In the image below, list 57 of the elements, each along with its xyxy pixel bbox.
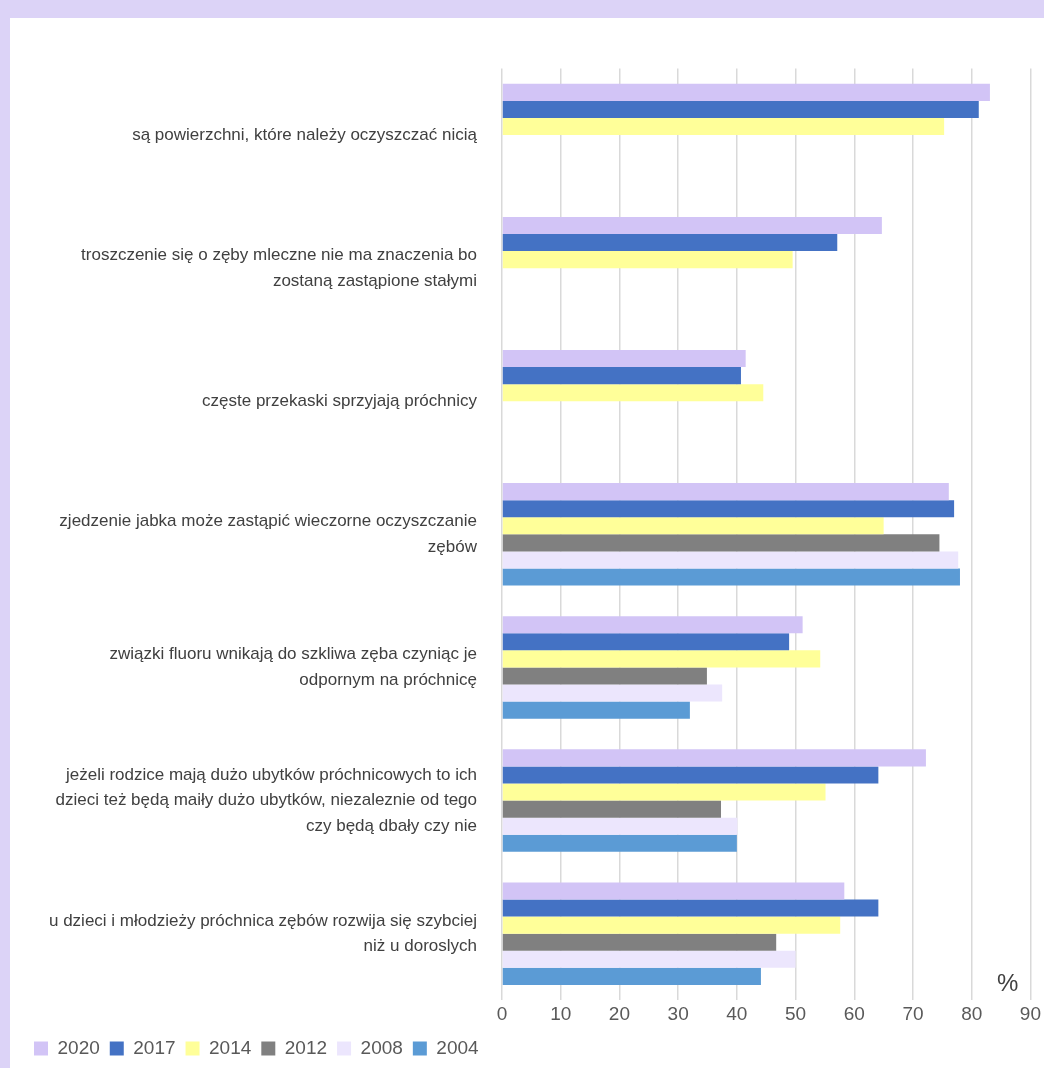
bar <box>502 766 879 784</box>
y-tick-label: częste przekaski sprzyjają próchnicy <box>202 390 478 410</box>
bar <box>502 117 945 136</box>
legend-label: 2014 <box>209 1036 252 1058</box>
x-tick-label: 10 <box>550 1002 572 1024</box>
y-tick-label: jeżeli rodzice mają dużo ubytków próchnicowych to ich dzieci też będą maiły dużo ubytków, niezaleznie od tego czy będą dbały czy nie <box>55 764 477 835</box>
y-tick-label: związki fluoru wnikają do szkliwa zęba czyniąc je odpornym na próchnicę <box>109 644 477 689</box>
bar <box>502 83 990 101</box>
x-tick-label: 20 <box>608 1002 630 1024</box>
legend-label: 2017 <box>133 1036 176 1058</box>
bar <box>502 783 826 801</box>
x-tick-label: 60 <box>843 1002 865 1024</box>
bar <box>502 517 884 535</box>
bar <box>502 882 845 900</box>
y-tick-label: są powierzchni, które należy oczyszczać nicią <box>132 124 478 144</box>
bar <box>502 933 777 951</box>
x-tick-label: 50 <box>785 1002 807 1024</box>
bar <box>502 500 955 518</box>
x-axis-title: % <box>997 968 1019 996</box>
y-tick-label: zjedzenie jabka może zastąpić wieczorne oczyszczanie zębów <box>59 511 478 556</box>
bar <box>502 834 737 852</box>
x-tick-label: 90 <box>1019 1002 1041 1024</box>
x-tick-label: 0 <box>496 1002 508 1024</box>
bar <box>502 967 761 985</box>
legend-label: 2004 <box>436 1036 480 1058</box>
bar <box>502 950 796 968</box>
bar <box>502 916 841 934</box>
bar <box>502 616 803 634</box>
bar <box>502 633 790 651</box>
x-tick-label: 70 <box>902 1002 924 1024</box>
y-tick-label: u dzieci i młodzieży próchnica zębów rozwija się szybciej niż u doroslych <box>48 910 477 956</box>
x-tick-label: 30 <box>667 1002 689 1024</box>
bar <box>502 817 738 835</box>
bar <box>502 701 690 719</box>
bar <box>502 534 940 552</box>
bar <box>502 667 707 685</box>
bar <box>502 483 949 501</box>
bar <box>502 350 746 368</box>
bar <box>502 100 979 118</box>
bar <box>502 899 879 917</box>
legend-label: 2020 <box>57 1036 100 1058</box>
bar <box>502 568 960 586</box>
bar <box>502 684 723 702</box>
legend-label: 2008 <box>360 1036 403 1058</box>
bar <box>502 551 959 569</box>
bar <box>502 251 793 269</box>
bar <box>502 384 764 402</box>
bar <box>502 233 838 252</box>
bar <box>502 749 926 767</box>
legend-label: 2012 <box>284 1036 328 1058</box>
bar <box>502 800 722 818</box>
bar <box>502 650 821 668</box>
bar <box>502 367 741 385</box>
x-tick-label: 40 <box>726 1002 748 1024</box>
y-tick-label: troszczenie się o zęby mleczne nie ma znaczenia bo zostaną zastąpione stałymi <box>81 245 477 290</box>
bar <box>502 216 882 234</box>
x-tick-label: 80 <box>961 1002 983 1024</box>
